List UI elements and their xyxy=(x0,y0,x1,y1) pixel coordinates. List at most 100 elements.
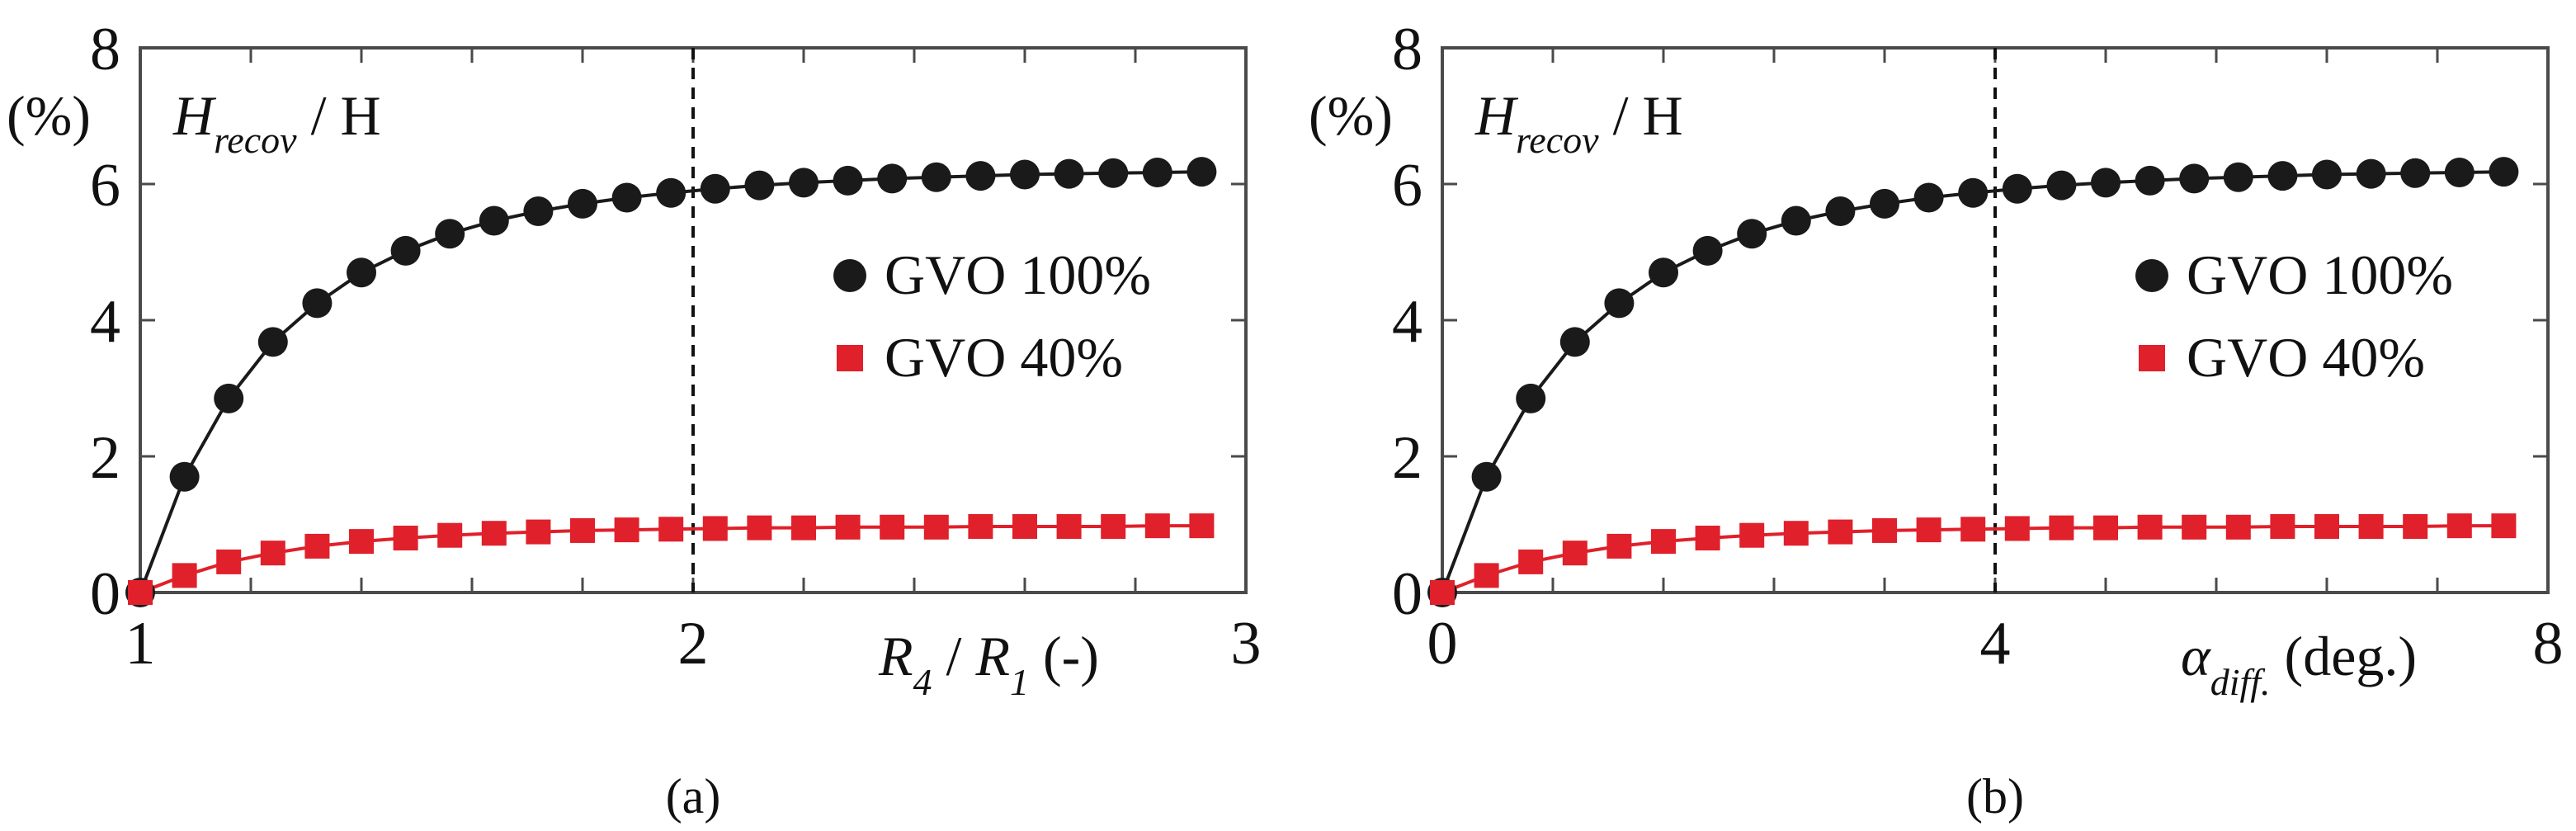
x-axis-label: αdiff. (deg.) xyxy=(2181,625,2417,703)
data-point-gvo100 xyxy=(1187,157,1217,187)
y-tick-label: 2 xyxy=(90,424,120,492)
y-tick-label: 0 xyxy=(1392,560,1422,628)
data-point-gvo100 xyxy=(1471,461,1502,492)
data-point-gvo40 xyxy=(1739,522,1765,548)
data-point-gvo100 xyxy=(2400,158,2431,188)
data-point-gvo100 xyxy=(435,219,465,249)
data-point-gvo40 xyxy=(2358,513,2384,539)
y-tick-label: 2 xyxy=(1392,424,1422,492)
legend-label: GVO 100% xyxy=(885,243,1151,306)
data-point-gvo40 xyxy=(2182,514,2207,540)
data-point-gvo100 xyxy=(1098,158,1129,188)
data-point-gvo40 xyxy=(923,514,949,540)
data-point-gvo100 xyxy=(2002,173,2032,204)
data-point-gvo100 xyxy=(611,182,642,213)
data-point-gvo100 xyxy=(1559,327,1590,357)
data-point-gvo100 xyxy=(2444,157,2475,187)
y-tick-label: 0 xyxy=(90,560,120,628)
data-point-gvo100 xyxy=(2046,170,2077,201)
data-point-gvo100 xyxy=(1142,157,1172,187)
y-axis-label: Hrecov / H xyxy=(1474,84,1683,161)
data-point-gvo40 xyxy=(791,515,816,541)
x-tick-label: 0 xyxy=(1427,610,1458,678)
data-point-gvo100 xyxy=(1870,188,1899,219)
data-point-gvo100 xyxy=(1913,182,1944,213)
data-point-gvo40 xyxy=(2137,514,2163,540)
data-point-gvo40 xyxy=(1056,513,1082,539)
data-point-gvo100 xyxy=(965,161,996,191)
x-label-part: diff. xyxy=(2210,661,2271,703)
y-tick-label: 4 xyxy=(90,288,120,356)
data-point-gvo100 xyxy=(789,168,819,198)
y-label-main: H xyxy=(172,84,217,147)
data-point-gvo100 xyxy=(1958,177,1989,208)
data-point-gvo40 xyxy=(747,515,772,541)
legend-label: GVO 40% xyxy=(2187,326,2425,389)
panel-caption: (b) xyxy=(1966,769,2024,824)
data-point-gvo100 xyxy=(2135,165,2165,196)
data-point-gvo40 xyxy=(614,517,639,543)
x-label-part: R xyxy=(974,625,1010,687)
legend-marker-gvo40 xyxy=(2139,345,2165,371)
data-point-gvo100 xyxy=(700,173,730,204)
x-tick-label: 8 xyxy=(2533,610,2564,678)
y-tick-label: 6 xyxy=(1392,152,1422,220)
data-point-gvo100 xyxy=(568,188,597,219)
x-tick-label: 2 xyxy=(678,610,709,678)
data-point-gvo100 xyxy=(390,235,421,266)
data-point-gvo40 xyxy=(437,522,463,548)
y-tick-label: 8 xyxy=(1392,16,1422,83)
x-tick-label: 4 xyxy=(1980,610,2011,678)
data-point-gvo40 xyxy=(968,513,993,539)
x-label-part: R xyxy=(878,625,913,687)
data-point-gvo40 xyxy=(304,533,330,559)
x-label-part: / xyxy=(932,625,976,687)
data-point-gvo40 xyxy=(1430,580,1455,605)
data-point-gvo100 xyxy=(1604,288,1635,319)
data-point-gvo40 xyxy=(2491,513,2517,539)
data-point-gvo40 xyxy=(702,516,728,541)
y-label-tail: / H xyxy=(1599,84,1683,147)
data-point-gvo100 xyxy=(921,162,951,192)
panel-caption: (a) xyxy=(666,769,721,824)
data-point-gvo40 xyxy=(1606,533,1632,559)
data-point-gvo100 xyxy=(1692,235,1723,266)
data-point-gvo40 xyxy=(481,521,507,546)
data-point-gvo100 xyxy=(744,170,775,201)
legend-marker-gvo100 xyxy=(2135,259,2168,292)
x-tick-label: 3 xyxy=(1231,610,1262,678)
data-point-gvo40 xyxy=(658,517,684,542)
x-axis-label: R4 / R1 (-) xyxy=(878,625,1099,703)
y-axis-label: Hrecov / H xyxy=(172,84,381,161)
data-point-gvo100 xyxy=(656,177,686,208)
data-point-gvo40 xyxy=(216,549,242,574)
y-unit-label: (%) xyxy=(1309,84,1393,147)
data-point-gvo100 xyxy=(1010,159,1040,190)
data-point-gvo40 xyxy=(1828,519,1853,545)
data-point-gvo100 xyxy=(257,327,288,357)
data-point-gvo100 xyxy=(214,383,244,413)
data-point-gvo100 xyxy=(2091,168,2121,198)
x-label-part: 1 xyxy=(1010,661,1029,703)
data-point-gvo40 xyxy=(1562,541,1588,566)
data-point-gvo100 xyxy=(2267,161,2298,191)
data-point-gvo40 xyxy=(2270,513,2295,539)
x-label-part: 4 xyxy=(913,661,932,703)
data-point-gvo40 xyxy=(1872,517,1897,543)
data-point-gvo100 xyxy=(877,163,908,194)
data-point-gvo100 xyxy=(1825,196,1856,226)
data-point-gvo100 xyxy=(1737,219,1767,249)
data-point-gvo100 xyxy=(347,257,376,288)
data-point-gvo100 xyxy=(479,205,509,236)
data-point-gvo40 xyxy=(1474,563,1499,588)
data-point-gvo40 xyxy=(1695,526,1720,550)
data-point-gvo100 xyxy=(1649,257,1678,288)
data-point-gvo40 xyxy=(1783,521,1809,546)
data-point-gvo40 xyxy=(2049,515,2074,541)
data-point-gvo40 xyxy=(1960,517,1986,542)
data-point-gvo100 xyxy=(2179,163,2210,194)
data-point-gvo100 xyxy=(169,461,200,492)
data-point-gvo40 xyxy=(128,580,153,605)
data-point-gvo100 xyxy=(1781,205,1811,236)
